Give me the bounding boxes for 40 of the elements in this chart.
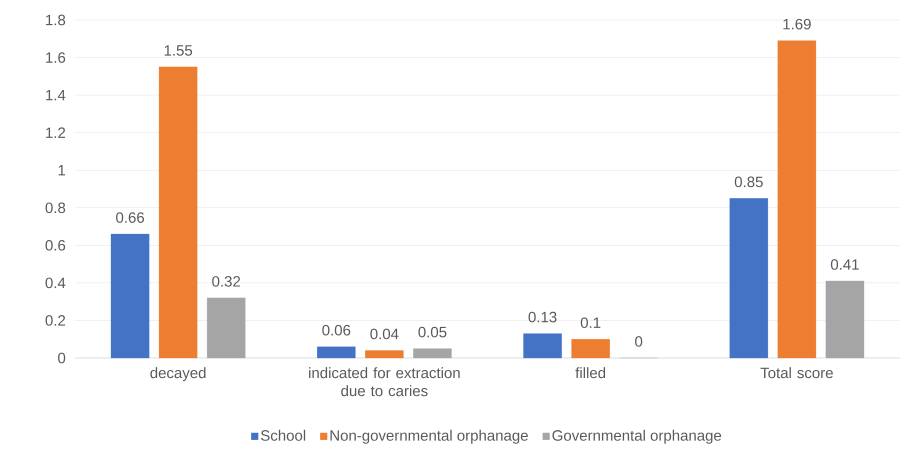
y-tick-label: 1.4 — [46, 90, 66, 100]
data-label: 0.1 — [580, 317, 600, 328]
bar — [365, 350, 404, 358]
bar — [571, 339, 610, 358]
data-label: 0.05 — [418, 326, 446, 338]
data-label: 0.06 — [322, 324, 350, 336]
y-tick-label: 0.8 — [46, 202, 66, 214]
bar — [730, 198, 768, 358]
x-tick-label: filled — [575, 367, 606, 378]
data-label: 0.32 — [212, 276, 240, 287]
bar — [110, 234, 150, 358]
data-label: 0.85 — [734, 176, 763, 188]
data-label: 1.69 — [783, 18, 811, 30]
y-tick-label: 0 — [58, 352, 66, 364]
legend-label: Governmental orphanage — [552, 430, 722, 444]
y-tick-label: 1.8 — [46, 14, 66, 26]
data-label: 0 — [635, 336, 642, 347]
legend-label: Non-governmental orphanage — [330, 430, 528, 444]
y-tick-label: 0.6 — [46, 240, 66, 251]
data-label: 0.66 — [116, 212, 144, 223]
y-tick-label: 0.2 — [46, 315, 66, 326]
bar — [778, 40, 816, 358]
x-tick-label: Total score — [760, 367, 833, 378]
x-tick-label: decayed — [150, 367, 206, 382]
bar — [206, 298, 246, 358]
bar — [523, 333, 562, 358]
y-tick-label: 0.4 — [46, 278, 66, 288]
y-tick-label: 1 — [58, 165, 66, 176]
y-tick-label: 1.2 — [46, 127, 66, 138]
bar — [413, 348, 452, 358]
y-tick-label: 1.6 — [46, 52, 66, 63]
x-tick-label: indicated for extraction due to caries — [309, 367, 460, 396]
data-label: 1.55 — [164, 45, 192, 56]
data-label: 0.13 — [528, 312, 557, 322]
data-label: 0.04 — [370, 328, 399, 340]
bar — [826, 280, 864, 358]
bar — [158, 66, 198, 358]
bar — [317, 346, 356, 358]
data-label: 0.41 — [830, 259, 859, 270]
legend-label: School — [260, 430, 306, 441]
